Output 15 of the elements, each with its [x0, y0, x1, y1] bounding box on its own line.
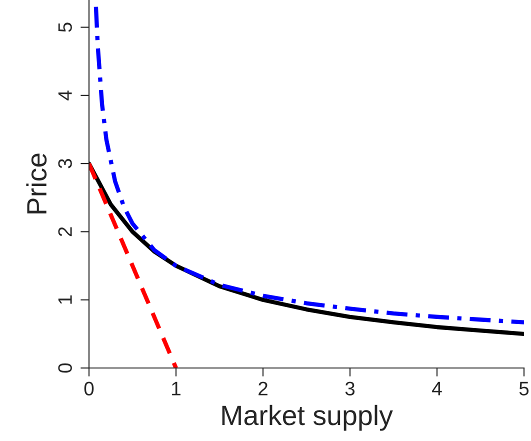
x-tick-label: 3 — [345, 382, 355, 396]
y-tick-label: 5 — [58, 22, 72, 32]
y-tick-label: 1 — [58, 295, 72, 304]
y-tick-label: 4 — [58, 90, 72, 100]
x-tick-label: 2 — [258, 382, 268, 396]
x-tick-label: 1 — [172, 382, 180, 396]
y-tick-label: 2 — [58, 227, 72, 236]
x-tick-label: 4 — [432, 382, 442, 396]
y-tick-label: 0 — [58, 363, 72, 373]
x-tick-label: 5 — [519, 382, 529, 396]
x-axis-title: Market supply — [222, 404, 393, 431]
x-tick-label: 0 — [84, 382, 94, 396]
line-series — [94, 4, 524, 324]
y-tick-label: 3 — [58, 159, 72, 168]
y-axis-title: Price — [26, 154, 47, 214]
